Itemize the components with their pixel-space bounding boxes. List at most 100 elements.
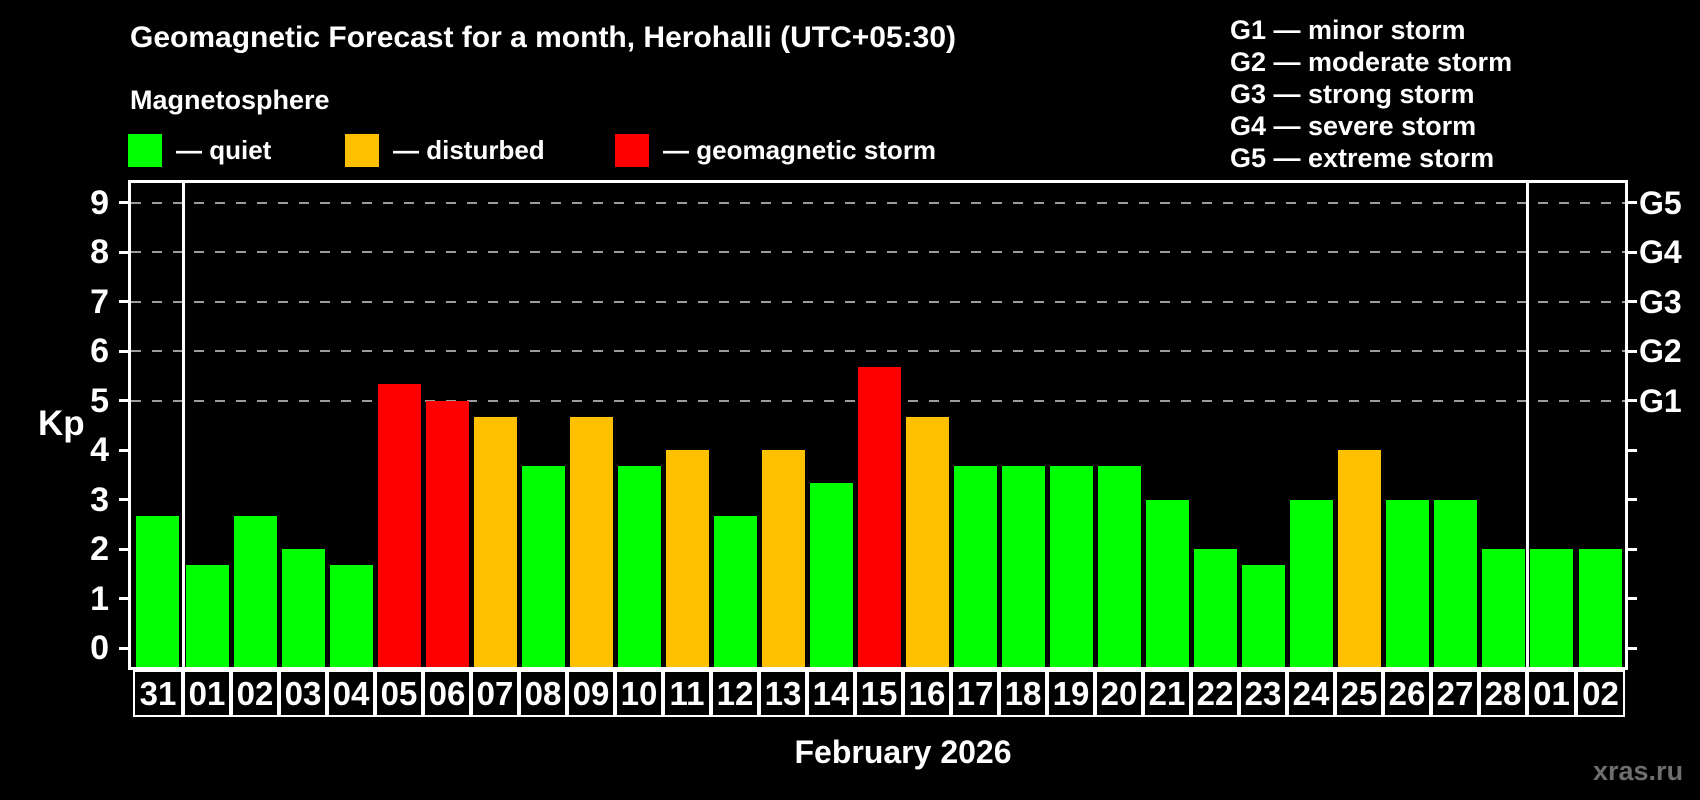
bar-feb-18: [1001, 466, 1045, 667]
g-scale-line-1: G1 — minor storm: [1230, 15, 1466, 45]
bar-feb-23: [1241, 565, 1285, 667]
date-cell-feb-12: 12: [711, 670, 759, 717]
date-cell-feb-02: 02: [231, 670, 279, 717]
date-cell-feb-27: 27: [1431, 670, 1479, 717]
gridline-kp6: [131, 350, 1625, 352]
ytick-label-4: 4: [90, 431, 109, 469]
right-axis-label-g2: G2: [1639, 333, 1682, 369]
date-cell-prev-31: 31: [133, 670, 183, 717]
date-cell-feb-01: 01: [183, 670, 231, 717]
ytick-right-7: [1625, 300, 1637, 303]
ytick-label-9: 9: [90, 183, 109, 222]
date-cell-feb-14: 14: [807, 670, 855, 717]
ytick-left-4: [119, 448, 131, 452]
g-scale-line-4: G4 — severe storm: [1230, 111, 1477, 141]
ytick-label-7: 7: [90, 282, 109, 321]
date-cell-feb-03: 03: [279, 670, 327, 717]
ytick-left-5: [119, 399, 131, 402]
bar-feb-15: [857, 367, 901, 667]
bar-feb-05: [377, 384, 421, 667]
bar-feb-21: [1145, 499, 1189, 667]
date-cell-feb-07: 07: [471, 670, 519, 717]
ytick-right-0: [1625, 646, 1637, 650]
date-cell-feb-26: 26: [1383, 670, 1431, 717]
ytick-label-0: 0: [90, 629, 109, 667]
bar-feb-22: [1193, 549, 1237, 667]
legend-item-quiet: — quiet: [128, 133, 271, 167]
g-scale-line-3: G3 — strong storm: [1230, 79, 1475, 109]
bar-feb-17: [953, 466, 997, 667]
date-cell-feb-06: 06: [423, 670, 471, 717]
bar-feb-02: [233, 515, 277, 667]
legend-label-quiet: — quiet: [176, 134, 272, 165]
g-scale-line-5: G5 — extreme storm: [1230, 143, 1495, 173]
bar-feb-01: [185, 565, 229, 667]
bar-feb-19: [1049, 466, 1093, 667]
right-axis-label-g3: G3: [1639, 283, 1682, 320]
right-axis-label-g4: G4: [1639, 234, 1682, 270]
chart-subtitle: Magnetosphere: [130, 85, 330, 115]
right-axis-label-g1: G1: [1639, 382, 1682, 419]
bar-feb-26: [1385, 499, 1429, 667]
ytick-right-1: [1625, 597, 1637, 600]
ytick-left-7: [119, 300, 131, 303]
bar-feb-03: [281, 549, 325, 667]
date-cell-feb-20: 20: [1095, 670, 1143, 717]
ytick-label-2: 2: [90, 530, 109, 568]
legend-swatch-quiet: [128, 133, 162, 167]
bar-prev-31: [135, 515, 179, 667]
bar-feb-24: [1289, 499, 1333, 667]
date-cell-feb-10: 10: [615, 670, 663, 717]
bar-feb-11: [665, 450, 709, 667]
ytick-left-2: [119, 547, 131, 551]
ytick-left-3: [119, 498, 131, 501]
watermark: xras.ru: [1593, 756, 1684, 786]
bar-feb-07: [473, 416, 517, 667]
date-cell-feb-21: 21: [1143, 670, 1191, 717]
ytick-label-5: 5: [90, 381, 109, 420]
ytick-right-3: [1625, 498, 1637, 501]
date-cell-feb-24: 24: [1287, 670, 1335, 717]
date-cell-mar-01: 01: [1527, 670, 1576, 717]
ytick-label-8: 8: [90, 233, 109, 271]
ytick-left-0: [119, 646, 131, 650]
date-cell-feb-17: 17: [951, 670, 999, 717]
date-cell-feb-18: 18: [999, 670, 1047, 717]
bar-feb-27: [1433, 499, 1477, 667]
ytick-right-8: [1625, 250, 1637, 254]
date-cell-feb-28: 28: [1479, 670, 1527, 717]
bar-feb-25: [1337, 450, 1381, 667]
right-axis-label-g5: G5: [1639, 184, 1682, 221]
date-cell-feb-08: 08: [519, 670, 567, 717]
ytick-right-5: [1625, 399, 1637, 402]
plot-area: 0 1 2 3 4 5 6 7 8 9 G1 G2 G3 G4 G5: [90, 180, 1682, 670]
bar-feb-09: [569, 416, 613, 667]
bar-feb-13: [761, 450, 805, 667]
y-axis-label: Kp: [38, 404, 85, 443]
ytick-left-9: [119, 201, 131, 204]
ytick-left-1: [119, 597, 131, 600]
date-cell-feb-04: 04: [327, 670, 375, 717]
x-axis-date-row: 31 01 02 03 04 05 06 07 08 09 10 11 12 13 14 15 16 17 18 19…: [131, 670, 1625, 717]
date-cell-feb-16: 16: [903, 670, 951, 717]
ytick-left-6: [119, 349, 131, 353]
bar-mar-01: [1530, 549, 1573, 667]
ytick-right-2: [1625, 547, 1637, 551]
date-cell-feb-13: 13: [759, 670, 807, 717]
date-cell-feb-15: 15: [855, 670, 903, 717]
legend-label-storm: — geomagnetic storm: [663, 134, 937, 165]
bar-feb-12: [713, 515, 757, 667]
month-separator-2: [1526, 183, 1529, 667]
chart-title: Geomagnetic Forecast for a month, Heroha…: [130, 21, 957, 54]
bar-feb-20: [1097, 466, 1141, 667]
bar-feb-04: [329, 565, 373, 667]
ytick-left-8: [119, 250, 131, 254]
g-scale-line-2: G2 — moderate storm: [1230, 47, 1513, 77]
bar-mar-02: [1579, 549, 1622, 667]
ytick-right-4: [1625, 448, 1637, 452]
gridline-kp8: [131, 251, 1625, 253]
legend-item-storm: — geomagnetic storm: [615, 133, 936, 167]
legend-swatch-storm: [615, 133, 649, 167]
ytick-label-1: 1: [90, 579, 109, 618]
